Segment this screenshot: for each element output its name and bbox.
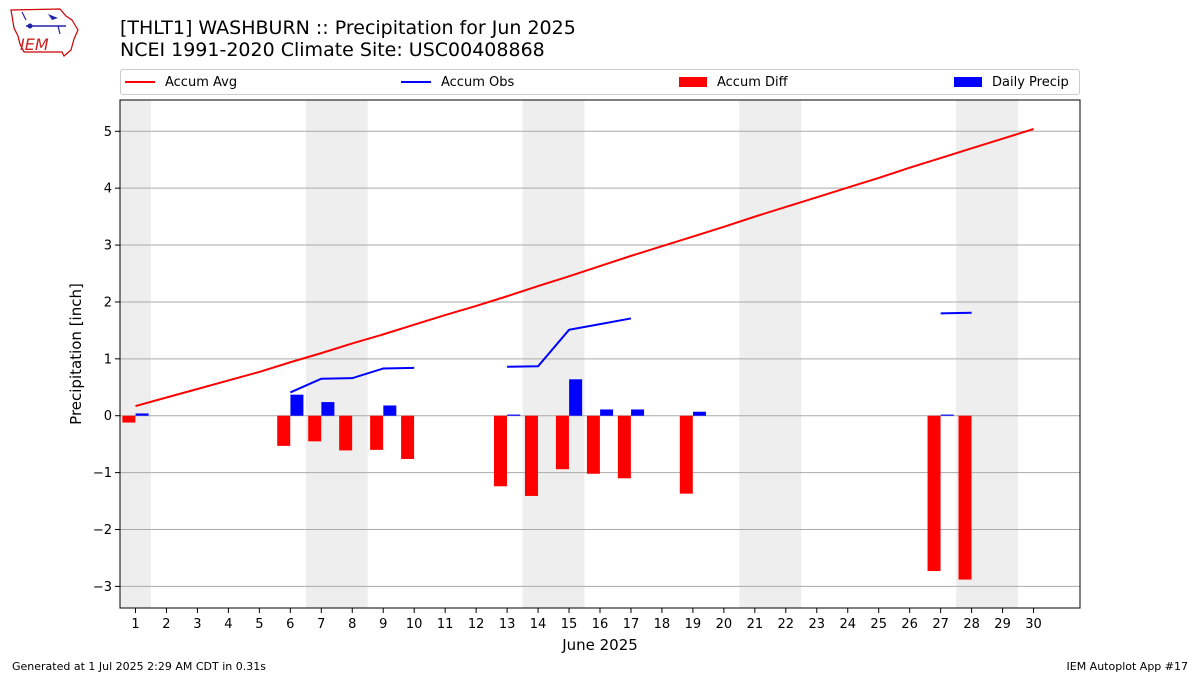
weekend-band-0 [120,100,151,608]
x-tick-label: 3 [193,617,201,632]
plot-frame [119,99,1081,609]
legend-swatch-daily-precip [954,77,982,87]
legend-label-accum-obs: Accum Obs [441,74,515,90]
x-tick-label: 26 [901,617,918,632]
y-tick-label: 2 [104,295,112,310]
iem-logo: IEM [10,8,79,57]
y-axis-label: Precipitation [inch] [67,283,85,425]
daily-precip-bar-day-13 [507,414,521,416]
x-tick-label: 28 [963,617,980,632]
accum-diff-bar-day-17 [617,415,631,479]
x-tick-label: 30 [1025,617,1042,632]
daily-precip-bar-day-1 [135,413,149,416]
legend-label-accum-diff: Accum Diff [717,74,788,90]
footer-app-label: IEM Autoplot App #17 [1066,660,1189,673]
x-tick-label: 17 [623,617,640,632]
footer-generated-text: Generated at 1 Jul 2025 2:29 AM CDT in 0… [12,660,266,673]
legend: Accum Avg Accum Obs Accum Diff Daily Pre… [120,69,1080,95]
x-tick-label: 8 [348,617,356,632]
y-tick-label: 0 [104,409,112,424]
daily-precip-bar-day-9 [383,405,397,416]
x-tick-label: 15 [561,617,578,632]
legend-swatch-accum-obs [401,81,431,83]
x-tick-label: 29 [994,617,1011,632]
accum-diff-bar-day-28 [958,415,972,580]
x-tick-label: 25 [870,617,887,632]
accum-obs-line-segment-0 [289,366,415,394]
accum-diff-bar-day-27 [927,415,941,572]
legend-label-daily-precip: Daily Precip [992,74,1069,90]
x-tick-label: 2 [162,617,170,632]
legend-item-accum-diff: Accum Diff [679,70,788,94]
y-tick-label: 5 [104,125,112,140]
accum-avg-line [135,128,1034,408]
accum-diff-bar-day-13 [493,415,507,487]
accum-diff-bar-day-6 [277,415,291,446]
legend-swatch-accum-diff [679,77,707,87]
y-tick-label: −2 [93,523,112,538]
x-tick-label: 13 [499,617,516,632]
x-tick-label: 12 [468,617,485,632]
logo-text: IEM [20,35,49,54]
weekend-band-4 [956,100,1019,608]
accum-diff-bar-day-7 [308,415,322,442]
accum-diff-bar-day-16 [586,415,600,474]
daily-precip-bar-day-6 [290,394,304,416]
daily-precip-bar-day-27 [940,414,954,416]
accum-diff-bar-day-19 [679,415,693,494]
weekend-band-3 [739,100,802,608]
accum-diff-bar-day-15 [555,415,569,470]
x-tick-label: 11 [437,617,454,632]
x-tick-label: 4 [224,617,232,632]
x-tick-label: 18 [654,617,671,632]
x-tick-label: 27 [932,617,949,632]
weekend-band-2 [522,100,585,608]
daily-precip-bar-day-15 [569,379,583,416]
x-tick-label: 9 [379,617,387,632]
daily-precip-bar-day-7 [321,402,335,416]
y-tick-label: −3 [93,580,112,595]
x-tick-label: 24 [839,617,856,632]
chart-title: [THLT1] WASHBURN :: Precipitation for Ju… [120,17,576,39]
x-tick-label: 14 [530,617,547,632]
y-tick-label: −1 [93,466,112,481]
x-tick-label: 20 [716,617,733,632]
accum-diff-bar-day-8 [339,415,353,451]
y-tick-label: 1 [104,352,112,367]
x-tick-label: 7 [317,617,325,632]
daily-precip-bar-day-16 [600,409,614,416]
accum-diff-bar-day-14 [524,415,538,496]
x-tick-label: 23 [809,617,826,632]
legend-label-accum-avg: Accum Avg [165,74,238,90]
accum-obs-line-segment-2 [940,311,972,315]
legend-item-accum-obs: Accum Obs [401,70,514,94]
x-tick-label: 21 [747,617,764,632]
x-tick-label: 22 [778,617,795,632]
y-tick-label: 3 [104,239,112,254]
x-tick-label: 6 [286,617,294,632]
legend-item-daily-precip: Daily Precip [954,70,1069,94]
x-tick-label: 10 [406,617,423,632]
accum-diff-bar-day-9 [370,415,384,450]
daily-precip-bar-day-17 [631,409,645,416]
x-tick-label: 1 [131,617,139,632]
x-tick-label: 5 [255,617,263,632]
accum-obs-line-segment-1 [507,317,632,368]
accum-diff-bar-day-1 [122,415,136,423]
daily-precip-bar-day-19 [693,411,707,416]
x-tick-label: 16 [592,617,609,632]
x-tick-label: 19 [685,617,702,632]
accum-diff-bar-day-10 [401,415,415,459]
x-axis-label: June 2025 [561,636,638,654]
legend-swatch-accum-avg [125,81,155,83]
legend-item-accum-avg: Accum Avg [125,70,237,94]
y-tick-label: 4 [104,182,112,197]
chart-subtitle: NCEI 1991-2020 Climate Site: USC00408868 [120,39,545,61]
weekend-band-1 [305,100,368,608]
